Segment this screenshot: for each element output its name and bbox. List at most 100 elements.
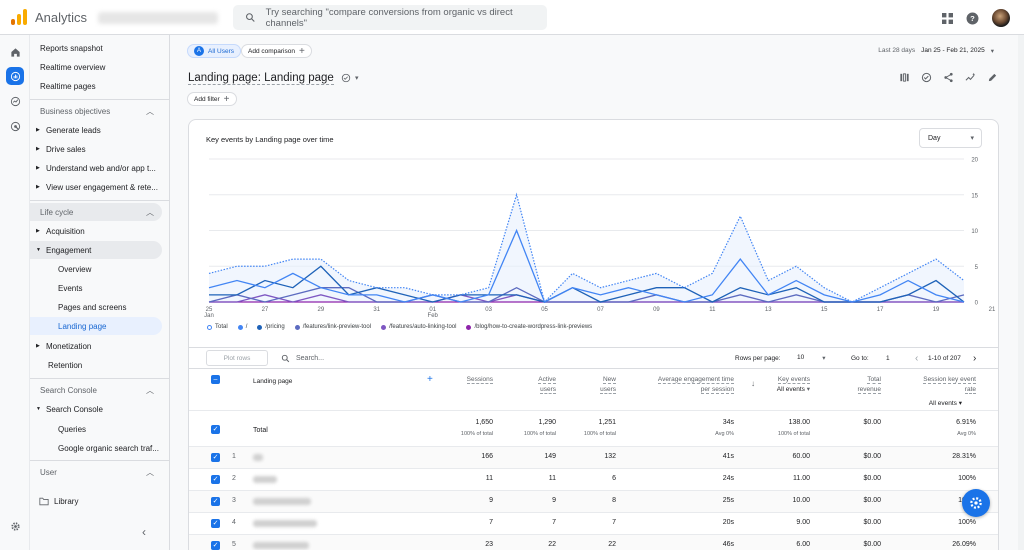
row-checkbox[interactable]: ✓ [211, 541, 220, 550]
avatar[interactable] [992, 9, 1010, 27]
table-row[interactable] [189, 468, 998, 490]
col-landing-page[interactable]: Landing page [253, 378, 293, 385]
col-sessions[interactable]: Sessions [466, 375, 493, 385]
col-active-users[interactable]: Active users [538, 375, 556, 395]
advertising-icon[interactable] [6, 117, 24, 135]
col-skr-label-2: rate [964, 386, 976, 394]
nav-library[interactable]: Library [30, 492, 162, 510]
row-checkbox[interactable]: ✓ [211, 475, 220, 484]
nav-monetization[interactable]: ▶ Monetization [30, 337, 162, 355]
nav-google-organic-search[interactable]: Google organic search traf... [30, 439, 162, 457]
legend-item[interactable]: /features/auto-linking-tool [381, 324, 456, 330]
nav-overview[interactable]: Overview [30, 260, 162, 278]
nav-section-business-objectives[interactable]: Business objectives ︿ [30, 102, 162, 120]
legend-item[interactable]: /features/link-preview-tool [294, 324, 371, 330]
nav-acquisition[interactable]: ▶ Acquisition [30, 222, 162, 240]
rows-per-page-select[interactable]: 10 ▾ [797, 354, 826, 362]
prev-page-icon[interactable]: ‹ [915, 352, 919, 364]
nav-events[interactable]: Events [30, 279, 162, 297]
col-total-revenue[interactable]: Total revenue [857, 375, 881, 395]
nav-view-user-engagement[interactable]: ▶ View user engagement & rete... [30, 178, 162, 196]
account-selector[interactable] [98, 12, 218, 24]
nav-retention[interactable]: Retention [30, 356, 162, 374]
table-row[interactable] [189, 490, 998, 512]
help-icon[interactable]: ? [966, 12, 979, 25]
row-checkbox[interactable]: ✓ [211, 453, 220, 462]
goto-input[interactable]: 1 [886, 354, 890, 362]
plot-rows-button[interactable]: Plot rows [206, 350, 268, 366]
col-active-label: Active [538, 376, 556, 384]
table-row[interactable] [189, 446, 998, 468]
add-comparison-button[interactable]: Add comparison + [241, 44, 312, 58]
search-bar[interactable]: Try searching "compare conversions from … [233, 5, 547, 30]
reports-icon[interactable] [6, 67, 24, 85]
nav-section-search-console[interactable]: Search Console ︿ [30, 381, 162, 399]
page-scrollbar[interactable] [1018, 35, 1024, 550]
legend-item[interactable]: Total [207, 324, 228, 330]
apps-grid-icon[interactable] [942, 12, 953, 24]
col-new-users[interactable]: New users [600, 375, 616, 395]
granularity-dropdown[interactable]: Day ▾ [919, 128, 982, 148]
analytics-logo-icon[interactable] [11, 9, 27, 25]
date-range-selector[interactable]: Last 28 days Jan 25 - Feb 21, 2025 ▾ [878, 47, 994, 55]
col-key-events[interactable]: Key events All events ▾ [777, 375, 810, 395]
col-session-key-event-rate[interactable]: Session key event rate [923, 375, 976, 395]
settings-gear-icon[interactable] [6, 517, 24, 535]
comparison-all-users[interactable]: A All Users [187, 44, 242, 58]
title-status[interactable]: ▾ [341, 73, 359, 83]
nav-search-console[interactable]: ▼ Search Console [30, 400, 162, 418]
edit-pencil-icon[interactable] [987, 72, 998, 83]
customize-report-icon[interactable] [899, 72, 910, 83]
table-row[interactable] [189, 512, 998, 534]
landing-page-link[interactable] [253, 520, 317, 527]
nav-engagement[interactable]: ▼ Engagement [30, 241, 162, 259]
explore-icon[interactable] [6, 92, 24, 110]
legend-item[interactable]: / [237, 324, 247, 330]
x-tick-label: 11 [709, 307, 716, 313]
collapse-nav-chevron-icon[interactable]: ‹ [142, 525, 146, 539]
nav-realtime-pages[interactable]: Realtime pages [30, 77, 162, 95]
nav-landing-page[interactable]: Landing page [30, 317, 162, 335]
landing-page-link[interactable] [253, 542, 309, 549]
nav-pages-and-screens[interactable]: Pages and screens [30, 298, 162, 316]
nav-drive-sales[interactable]: ▶ Drive sales [30, 140, 162, 158]
page-title[interactable]: Landing page: Landing page [188, 72, 334, 85]
legend-swatch [294, 324, 300, 330]
nav-understand-web[interactable]: ▶ Understand web and/or app t... [30, 159, 162, 177]
x-tick-label: 15 [821, 307, 828, 313]
add-filter-button[interactable]: Add filter + [187, 92, 237, 106]
nav-section-life-cycle[interactable]: Life cycle ︿ [30, 203, 162, 221]
landing-page-link[interactable] [253, 498, 311, 505]
nav-label: Library [54, 496, 79, 506]
nav-generate-leads[interactable]: ▶ Generate leads [30, 121, 162, 139]
legend-item[interactable]: /pricing [257, 324, 285, 330]
row-checkbox[interactable]: ✓ [211, 497, 220, 506]
table-row[interactable] [189, 534, 998, 550]
landing-page-link[interactable] [253, 476, 277, 483]
sort-arrow-icon[interactable]: ↓ [751, 379, 755, 388]
skr-filter[interactable]: All events ▾ [929, 399, 962, 409]
row-checkbox[interactable]: ✓ [211, 519, 220, 528]
insights-icon[interactable] [965, 72, 976, 83]
nav-realtime-overview[interactable]: Realtime overview [30, 58, 162, 76]
home-icon[interactable] [6, 43, 24, 61]
total-checkbox[interactable]: ✓ [211, 425, 220, 434]
nav-queries[interactable]: Queries [30, 420, 162, 438]
legend-item[interactable]: /blog/how-to-create-wordpress-link-previ… [466, 324, 592, 330]
landing-page-link[interactable] [253, 454, 263, 461]
collapse-arrow-icon: ▼ [36, 247, 41, 253]
row-key-event-rate: 26.09% [952, 541, 976, 548]
assistant-fab-button[interactable] [962, 489, 990, 517]
add-dimension-icon[interactable]: + [427, 374, 433, 385]
table-search-input[interactable]: Search... [296, 354, 325, 362]
col-avg-engagement-time[interactable]: Average engagement time per session [657, 375, 734, 395]
report-navigation: Reports snapshot Realtime overview Realt… [30, 35, 170, 550]
select-all-checkbox[interactable]: – [211, 375, 220, 384]
nav-reports-snapshot[interactable]: Reports snapshot [30, 39, 162, 57]
nav-section-user[interactable]: User ︿ [30, 463, 162, 481]
share-icon[interactable] [943, 72, 954, 83]
row-index: 4 [232, 519, 236, 526]
next-page-icon[interactable]: › [973, 352, 977, 364]
compare-icon[interactable] [921, 72, 932, 83]
